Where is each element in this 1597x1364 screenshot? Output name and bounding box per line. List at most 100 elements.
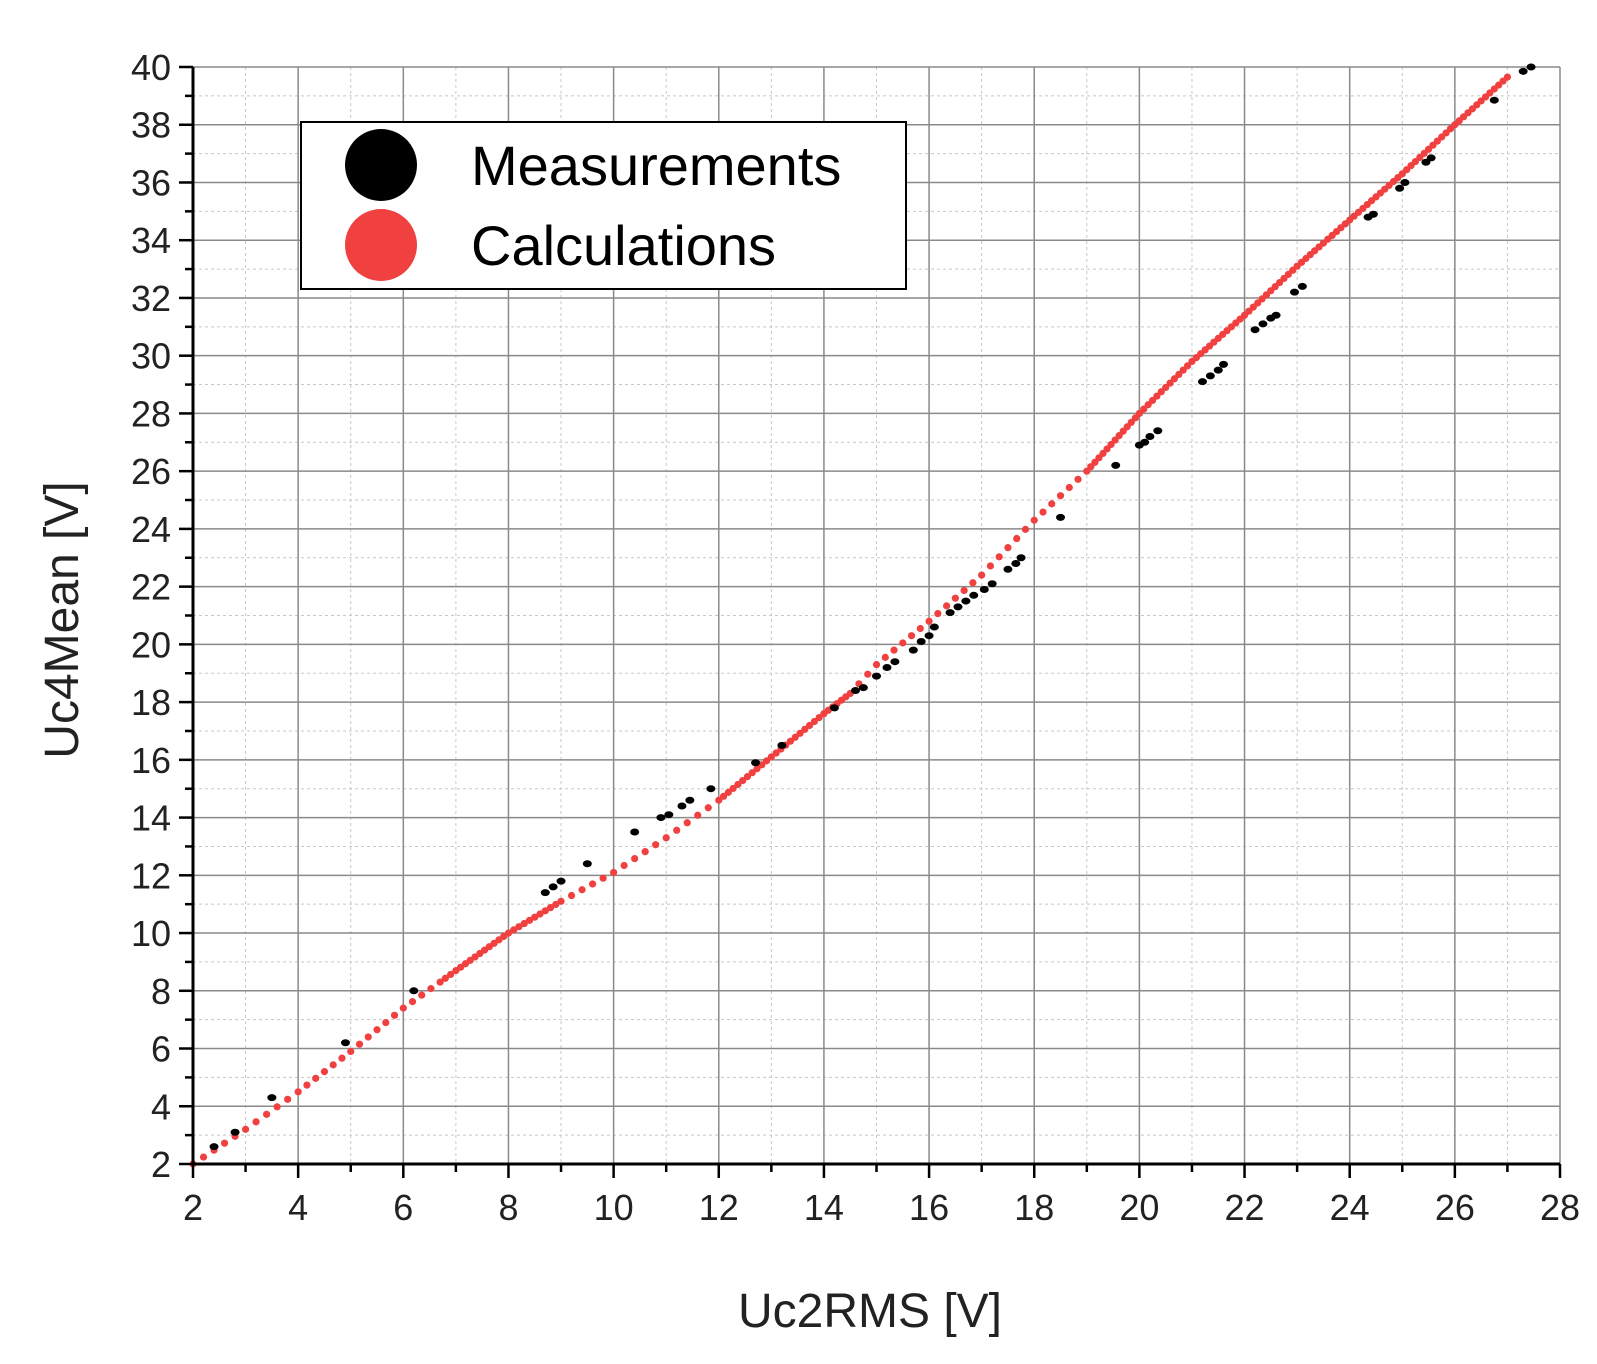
calculation-point xyxy=(995,553,1003,561)
calculation-point xyxy=(786,737,795,745)
measurement-point xyxy=(1258,320,1268,328)
measurement-point xyxy=(969,591,979,599)
calculation-point xyxy=(320,1068,329,1076)
measurement-point xyxy=(1111,461,1121,469)
x-axis-title: Uc2RMS [V] xyxy=(738,1285,1002,1338)
series-layer xyxy=(189,63,1536,1168)
y-tick-label: 28 xyxy=(131,393,171,434)
measurement-point xyxy=(1289,288,1299,296)
calculation-point xyxy=(294,1088,302,1096)
calculation-point xyxy=(199,1153,208,1161)
measurement-point xyxy=(630,828,640,836)
measurement-point xyxy=(1197,378,1207,386)
calculation-point xyxy=(510,926,518,934)
measurement-point xyxy=(685,796,695,804)
measurement-point xyxy=(556,877,566,885)
y-tick-label: 12 xyxy=(131,855,171,896)
measurement-point xyxy=(548,883,558,891)
measurement-point xyxy=(1145,433,1155,441)
calculation-point xyxy=(1013,534,1021,543)
calculation-point xyxy=(662,834,670,842)
calculation-point xyxy=(338,1054,346,1062)
calculation-point xyxy=(1175,370,1183,379)
y-tick-label: 20 xyxy=(131,624,171,665)
x-tick-label: 10 xyxy=(594,1187,634,1228)
measurement-point xyxy=(850,687,860,695)
measurement-point xyxy=(1426,154,1436,162)
calculation-point xyxy=(541,907,549,915)
calculation-point xyxy=(743,773,752,781)
y-tick-label: 4 xyxy=(151,1086,171,1127)
measurement-point xyxy=(858,684,868,692)
measurement-point xyxy=(1271,311,1281,319)
calculation-point xyxy=(241,1125,250,1133)
calculation-point xyxy=(312,1074,320,1082)
calculation-point xyxy=(872,660,881,669)
calculation-point xyxy=(925,617,933,625)
calculation-point xyxy=(1039,508,1047,516)
measurement-point xyxy=(916,637,926,645)
measurement-point xyxy=(1518,67,1528,75)
calculation-point xyxy=(520,919,528,928)
calculation-point xyxy=(427,985,435,993)
calculation-point xyxy=(347,1047,355,1056)
measurement-point xyxy=(656,814,666,822)
calculation-point xyxy=(1183,362,1192,370)
measurement-point xyxy=(409,987,419,995)
measurement-point xyxy=(1526,63,1536,71)
calculation-point xyxy=(796,729,804,737)
calculation-point xyxy=(578,886,586,894)
calculation-point xyxy=(1140,405,1148,413)
y-tick-label: 40 xyxy=(131,47,171,88)
measurement-point xyxy=(582,860,592,868)
calculation-point xyxy=(252,1118,260,1126)
calculation-point xyxy=(815,713,823,722)
x-tick-label: 8 xyxy=(498,1187,518,1228)
calculation-point xyxy=(620,861,628,870)
calculation-point xyxy=(704,804,712,812)
calculation-point xyxy=(1157,388,1165,396)
measurement-point xyxy=(777,741,787,749)
measurement-point xyxy=(882,663,892,671)
measurement-point xyxy=(908,646,918,654)
calculation-point xyxy=(1048,500,1056,508)
x-tick-label: 24 xyxy=(1330,1187,1370,1228)
y-tick-label: 6 xyxy=(151,1029,171,1070)
calculation-point xyxy=(418,991,426,999)
calculation-point xyxy=(447,970,455,979)
calculation-point xyxy=(557,897,565,905)
calculation-point xyxy=(739,776,747,785)
calculation-point xyxy=(978,571,986,579)
calculation-point xyxy=(753,765,761,773)
y-tick-label: 34 xyxy=(131,220,171,261)
measurement-point xyxy=(961,597,971,605)
calculation-point xyxy=(399,1004,407,1012)
calculation-point xyxy=(329,1061,337,1069)
y-axis-title: Uc4Mean [V] xyxy=(36,481,89,758)
measurement-point xyxy=(677,802,687,810)
measurement-point xyxy=(924,632,934,640)
calculation-point xyxy=(303,1081,311,1089)
calculation-point xyxy=(552,900,560,909)
measurement-point xyxy=(890,658,900,666)
x-tick-label: 12 xyxy=(699,1187,739,1228)
measurement-point xyxy=(209,1143,219,1151)
measurement-point xyxy=(1395,184,1405,192)
calculation-point xyxy=(916,624,924,633)
y-tick-label: 8 xyxy=(151,971,171,1012)
measurement-point xyxy=(1213,366,1223,374)
calculation-point xyxy=(899,639,907,647)
y-tick-label: 38 xyxy=(131,105,171,146)
calculation-point xyxy=(1004,544,1012,552)
measurement-point xyxy=(872,672,881,680)
calculation-point xyxy=(890,646,898,654)
x-tick-label: 26 xyxy=(1435,1187,1475,1228)
measurement-point xyxy=(340,1039,350,1047)
measurement-point xyxy=(1489,96,1499,104)
calculation-point xyxy=(525,916,534,924)
calculation-point xyxy=(734,780,742,789)
measurement-point xyxy=(1219,360,1229,368)
calculation-point xyxy=(960,586,968,595)
measurement-point xyxy=(1003,565,1013,573)
